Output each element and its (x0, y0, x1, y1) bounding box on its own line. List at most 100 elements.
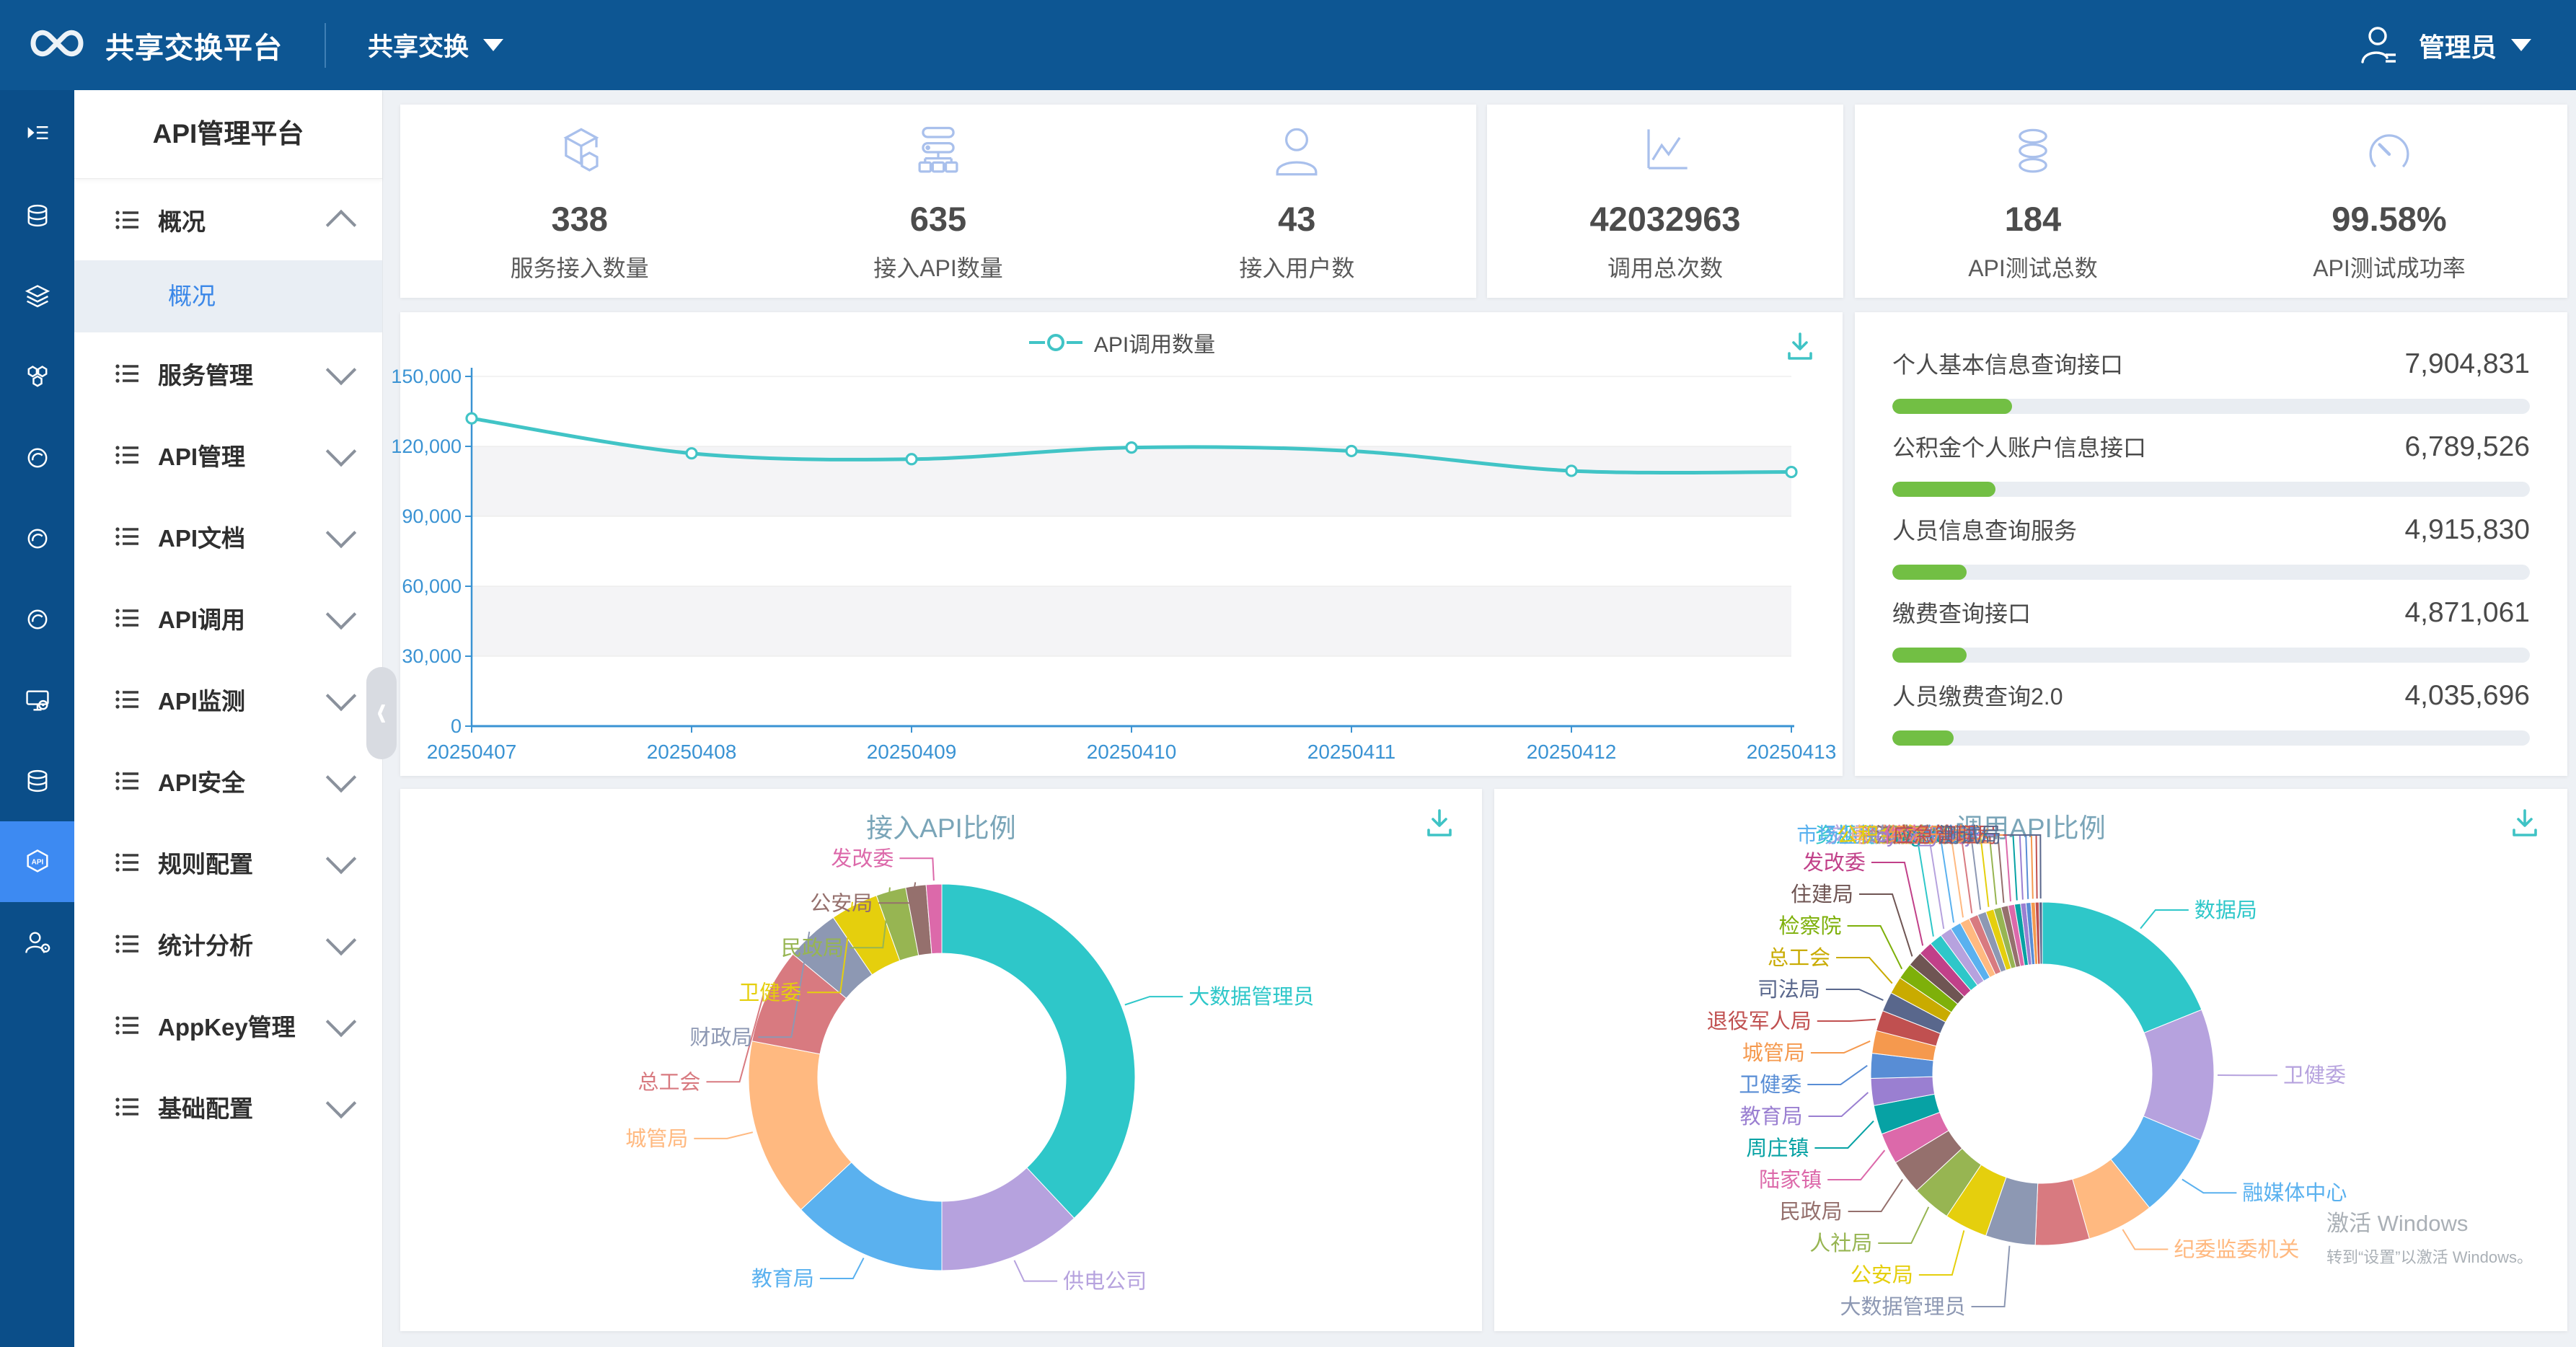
label-leader-line (1124, 996, 1183, 1006)
sidebar: API管理平台 概况 概况 服务管理 API管理 API文档 API调用 API监测 API安… (74, 90, 383, 1347)
progress-track (1892, 482, 2530, 497)
label-leader-line (819, 1258, 865, 1279)
sidebar-item-label: API调用 (158, 606, 246, 633)
rail-item-ring[interactable] (0, 498, 74, 579)
donut-card-calls: 调用API比例 数据局 卫健委 融媒体中心 纪委监委机关 大数据管理员 公安局 人社局 民政局… (1494, 789, 2567, 1331)
label-leader-line (1971, 1245, 2011, 1307)
rail-item-hexagons[interactable] (0, 337, 74, 418)
progress-fill (1892, 482, 1996, 497)
donut-slice-label: 江南水务 (1875, 823, 1959, 847)
donut-slice-label: 供电公司 (1883, 823, 1967, 847)
x-axis-tick-label: 20250408 (647, 741, 737, 763)
api-name: 人员信息查询服务 (1892, 518, 2078, 544)
user-gear-icon (25, 932, 50, 953)
sidebar-item-api-mgmt[interactable]: API管理 (74, 414, 382, 495)
api-call-count: 4,915,830 (2404, 514, 2530, 545)
donut-slice-label: 陆家镇 (1759, 1168, 1822, 1192)
stat-label: 接入用户数 (1239, 255, 1355, 281)
sidebar-item-api-call[interactable]: API调用 (74, 577, 382, 658)
progress-fill (1892, 648, 1967, 663)
chevron-down-icon (325, 761, 357, 792)
stat-card-api-test-total: 184 API测试总数 (1855, 105, 2211, 298)
rail-item-layers[interactable] (0, 256, 74, 337)
sidebar-item-label: AppKey管理 (158, 1013, 296, 1041)
donut-slice (941, 883, 1136, 1219)
sidebar-item-label: 概况 (158, 208, 206, 235)
donut-card-access: 接入API比例 大数据管理员 供电公司 教育局 城管局 总工会 财政局 卫健委 民政局 公安局 发… (400, 789, 1482, 1331)
list-icon (115, 934, 138, 953)
sidebar-item-rule-config[interactable]: 规则配置 (74, 821, 382, 903)
watermark-line2: 转到“设置”以激活 Windows。 (2326, 1248, 2533, 1266)
sidebar-item-label: 规则配置 (158, 850, 253, 878)
list-icon (115, 445, 138, 464)
stat-card-call-total: 42032963 调用总次数 (1487, 105, 1843, 298)
sidebar-item-api-security[interactable]: API安全 (74, 740, 382, 821)
donut-slice-label: 财政局 (689, 1025, 752, 1049)
rail-item-database[interactable] (0, 175, 74, 256)
download-icon (1427, 809, 1452, 836)
sidebar-item-base-config[interactable]: 基础配置 (74, 1066, 382, 1147)
download-chart-button[interactable] (2508, 806, 2541, 843)
sidebar-item-api-docs[interactable]: API文档 (74, 495, 382, 577)
sidebar-item-label: API监测 (158, 687, 246, 715)
label-leader-line (1858, 893, 1913, 957)
top-api-card: 个人基本信息查询接口 7,904,831 公积金个人账户信息接口 6,789,526 人… (1855, 312, 2567, 776)
svg-text:API: API (31, 858, 43, 866)
progress-fill (1892, 399, 2013, 414)
sidebar-item-overview[interactable]: 概况 (74, 179, 382, 260)
progress-track (1892, 730, 2530, 746)
sidebar-subitem-overview-sub-active[interactable]: 概况 (74, 260, 382, 332)
api-name: 公积金个人账户信息接口 (1892, 435, 2147, 461)
rail-item-user-gear[interactable] (0, 902, 74, 983)
x-axis-tick-label: 20250412 (1527, 741, 1617, 763)
line-chart-card: API调用数量 0 30,000 60,000 90,000 120,000 150,00… (391, 312, 1843, 776)
list-icon (115, 852, 138, 872)
legend-api-calls[interactable]: API调用数量 (400, 327, 1843, 358)
download-chart-button[interactable] (1423, 806, 1456, 843)
rail-item-api-cube-active[interactable]: API (0, 821, 74, 902)
x-axis-tick-label: 20250411 (1307, 741, 1396, 763)
x-axis-tick-label: 20250409 (867, 741, 957, 763)
database-icon (27, 769, 47, 792)
api-usage-row: 人员信息查询服务 4,915,830 (1892, 513, 2530, 580)
rail-item-menu-toggle[interactable] (0, 90, 74, 175)
user-menu[interactable]: 管理员 (2357, 23, 2531, 68)
donut-slice-label: 市场监管局 (1796, 823, 1901, 847)
donut-slice (2038, 901, 2043, 965)
stat-label: API测试成功率 (2313, 255, 2466, 281)
sidebar-item-api-monitor[interactable]: API监测 (74, 658, 382, 740)
sidebar-collapse-button[interactable]: ‹ (366, 667, 397, 759)
rail-item-ring[interactable] (0, 418, 74, 498)
donut-slice-label: 资规局 (1859, 823, 1922, 847)
hexagons-icon (27, 366, 47, 387)
main-content: 338 服务接入数量 635 接入API数量 43 接入用户数 42032963 调用总次数… (382, 90, 2576, 1347)
label-leader-line (1825, 989, 1884, 1001)
donut-slice-label: 数据局 (2195, 898, 2257, 922)
list-icon (115, 210, 138, 229)
label-leader-line (878, 882, 917, 904)
donut-slice-label: 城管局 (625, 1127, 688, 1151)
donut-slice-label: 人社局 (1809, 1232, 1872, 1255)
label-leader-line (2122, 1229, 2169, 1250)
download-chart-button[interactable] (1783, 330, 1817, 366)
rail-item-monitor-gear[interactable] (0, 660, 74, 741)
progress-fill (1892, 730, 1954, 746)
label-leader-line (2140, 909, 2189, 929)
sidebar-item-service-mgmt[interactable]: 服务管理 (74, 332, 382, 414)
api-call-count: 4,871,061 (2404, 597, 2530, 628)
sidebar-item-stats-analysis[interactable]: 统计分析 (74, 903, 382, 984)
nav-menu-exchange[interactable]: 共享交换 (368, 27, 504, 63)
monitor-gear-icon (25, 690, 49, 711)
rail-item-ring[interactable] (0, 579, 74, 660)
label-leader-line (1013, 1260, 1058, 1282)
donut-slice-label: 发改委 (1803, 851, 1866, 875)
sidebar-item-label: API文档 (158, 524, 246, 552)
chevron-down-icon (325, 436, 357, 467)
api-calls-line-chart: 0 30,000 60,000 90,000 120,000 150,000 2025040… (391, 366, 1836, 763)
rail-item-database[interactable] (0, 741, 74, 821)
donut-slice (2042, 901, 2202, 1034)
sidebar-item-appkey-mgmt[interactable]: AppKey管理 (74, 984, 382, 1066)
donut-slice-label: 财政局 (1888, 823, 1951, 847)
donut-slice-label: 周庄镇 (1746, 1136, 1809, 1160)
